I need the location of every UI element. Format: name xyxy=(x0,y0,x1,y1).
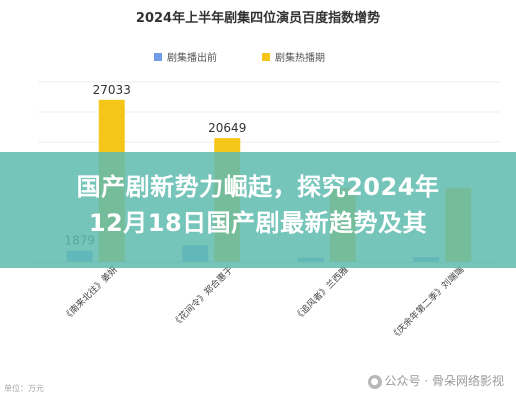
legend-swatch-0 xyxy=(154,53,162,61)
chart-x-axis: 《南来北往》姜妍 《花间令》郑合惠子 《追风者》兰西雅 《庆余年第二季》刘端端 xyxy=(28,261,500,342)
legend-label-1: 剧集热播期 xyxy=(275,51,325,64)
chart-legend: 剧集播出前 剧集热播期 xyxy=(154,51,325,64)
chart-unit-label: 单位：万元 xyxy=(4,383,44,393)
chart-title: 2024年上半年剧集四位演员百度指数增势 xyxy=(136,10,380,26)
watermark-text: 公众号 · 骨朵网络影视 xyxy=(384,374,504,388)
x-tick-label-2: 《追风者》兰西雅 xyxy=(291,264,350,323)
headline-banner xyxy=(0,152,516,268)
watermark: ● 公众号 · 骨朵网络影视 xyxy=(367,372,504,389)
wechat-icon: ● xyxy=(367,374,382,389)
headline-line-1: 国产剧新势力崛起，探究2024年 xyxy=(76,173,440,201)
data-label-1-1: 20649 xyxy=(208,121,246,135)
legend-label-0: 剧集播出前 xyxy=(167,51,217,64)
data-label-1-0: 27033 xyxy=(93,83,131,97)
x-tick-label-1: 《花间令》郑合惠子 xyxy=(170,264,236,330)
legend-swatch-1 xyxy=(262,53,270,61)
x-tick-label-0: 《南来北往》姜妍 xyxy=(60,264,119,323)
x-tick-label-3: 《庆余年第二季》刘端端 xyxy=(388,264,466,342)
headline-line-2: 12月18日国产剧最新趋势及其 xyxy=(88,209,428,237)
